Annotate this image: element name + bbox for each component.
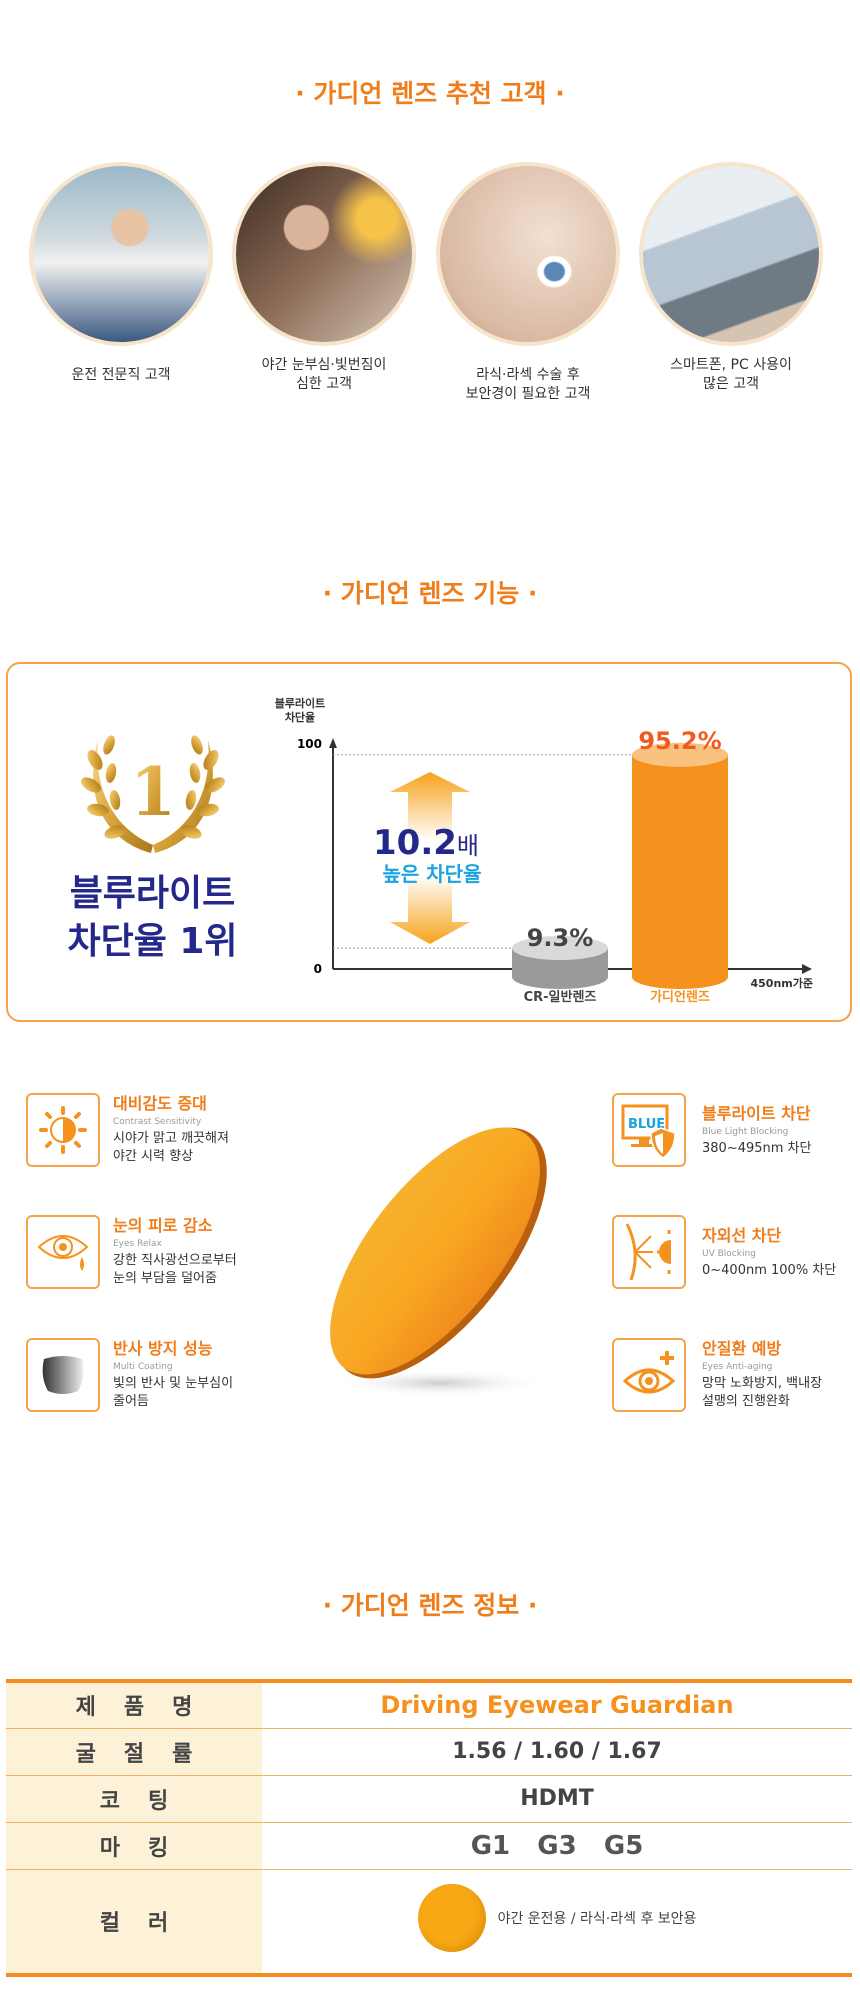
category-label: 가디언렌즈 [650,989,710,1005]
feature-subtitle: Contrast Sensitivity [113,1117,202,1127]
row-label: 컬러 [6,1869,262,1975]
customer-label: 스마트폰, PC 사용이 많은 고객 [670,357,792,392]
feature-desc: 380~495nm 차단 [702,1141,812,1156]
y-tick-0: 0 [314,962,322,976]
row-label: 코팅 [6,1775,262,1823]
blue-light-chart-panel [6,662,852,1022]
feature-subtitle: Eyes Relax [113,1239,162,1249]
table-row: 마킹 G1 G3 G5 [6,1822,852,1870]
feature-title: 블루라이트 차단 [702,1104,811,1123]
feature-desc: 줄어듬 [113,1394,149,1409]
product-name: Driving Eyewear Guardian [262,1681,852,1729]
ratio-caption: 높은 차단율 [383,862,482,886]
customer-label: 야간 눈부심·빛번짐이 심한 고객 [261,357,387,392]
row-label: 굴절률 [6,1728,262,1776]
award-line1: 블루라이트 [69,873,236,914]
x-axis-arrow [802,964,812,974]
refractive-index: 1.56 / 1.60 / 1.67 [262,1728,852,1776]
award-headline: 블루라이트 차단율 1위 [40,870,265,966]
color-description: 야간 운전용 / 라식·라섹 후 보안용 [497,1911,697,1928]
table-row: 컬러 야간 운전용 / 라식·라섹 후 보안용 [6,1869,852,1975]
bar-top [632,742,728,767]
section-title-recommended: · 가디언 렌즈 추천 고객 · [295,79,565,108]
table-row: 제품명 Driving Eyewear Guardian [6,1681,852,1729]
eye-tear-icon [26,1215,100,1289]
customer-label: 운전 전문직 고객 [71,367,171,383]
coating: HDMT [262,1775,852,1823]
feature-title: 자외선 차단 [702,1226,782,1245]
table-row: 코팅 HDMT [6,1775,852,1823]
double-arrow-icon [390,772,470,944]
feature-contrast: 대비감도 증대 Contrast Sensitivity 시야가 맑고 깨끗해져… [113,1090,293,1166]
feature-subtitle: Eyes Anti-aging [702,1362,773,1372]
y-axis-arrow [329,738,337,748]
marking: G1 G3 G5 [262,1822,852,1870]
y-tick-100: 100 [297,737,322,751]
feature-subtitle: UV Blocking [702,1249,756,1259]
color-cell: 야간 운전용 / 라식·라섹 후 보안용 [262,1869,852,1975]
laurel-award-icon: 1 [81,733,228,853]
uv-sun-icon [612,1215,686,1289]
x-axis-label: 450nm가준 [751,976,814,990]
feature-desc: 망막 노화방지, 백내장 [702,1376,823,1391]
bus-driver-photo [29,162,213,346]
feature-desc: 눈의 부담을 덜어줌 [113,1271,217,1286]
y-axis-label-line1: 블루라이트 [275,696,326,710]
feature-eyes-relax: 눈의 피로 감소 Eyes Relax 강한 직사광선으로부터 눈의 부담을 덜… [113,1212,293,1288]
row-label: 제품명 [6,1681,262,1729]
eye-closeup-photo [436,162,620,346]
feature-title: 안질환 예방 [702,1339,782,1358]
feature-desc: 강한 직사광선으로부터 [113,1253,237,1268]
section-title-info: · 가디언 렌즈 정보 · [322,1591,538,1620]
customer-label: 라식·라섹 수술 후 보안경이 필요한 고객 [465,367,591,402]
ratio-value: 10.2배 [373,823,479,863]
feature-multi-coating: 반사 방지 성능 Multi Coating 빛의 반사 및 눈부심이 줄어듬 [113,1335,293,1411]
feature-title: 반사 방지 성능 [113,1339,213,1358]
y-axis-label-line2: 차단율 [285,710,315,724]
feature-subtitle: Multi Coating [113,1362,173,1372]
bar [632,754,728,977]
feature-desc: 시야가 맑고 깨끗해져 [113,1131,229,1146]
bar-top [512,936,608,961]
feature-desc: 0~400nm 100% 차단 [702,1263,837,1278]
feature-title: 대비감도 증대 [113,1094,207,1113]
feature-title: 눈의 피로 감소 [113,1216,213,1235]
section-title-features: · 가디언 렌즈 기능 · [322,579,538,608]
data-label: 9.3% [527,924,594,952]
blue-monitor-shield-icon: BLUE [612,1093,686,1167]
laptop-phone-photo [639,162,823,346]
bar-base [512,965,608,989]
row-label: 마킹 [6,1822,262,1870]
feature-uv: 자외선 차단 UV Blocking 0~400nm 100% 차단 [702,1222,860,1280]
feature-desc: 설맹의 진행완화 [702,1394,790,1409]
color-swatch [417,1884,486,1953]
data-label: 95.2% [638,727,721,755]
reference-lines [333,754,632,949]
guardian-lens-image [330,1127,550,1397]
svg-text:1: 1 [130,753,176,831]
eye-plus-icon [612,1338,686,1412]
feature-desc: 빛의 반사 및 눈부심이 [113,1376,234,1391]
feature-blue-light: 블루라이트 차단 Blue Light Blocking 380~495nm 차… [702,1100,860,1158]
night-driver-photo [232,162,416,346]
table-row: 굴절률 1.56 / 1.60 / 1.67 [6,1728,852,1776]
product-info-table: 제품명 Driving Eyewear Guardian 굴절률 1.56 / 1.… [6,1679,852,1977]
feature-desc: 야간 시력 향상 [113,1149,194,1164]
sun-contrast-icon [26,1093,100,1167]
bar-base [632,965,728,989]
feature-subtitle: Blue Light Blocking [702,1127,789,1137]
svg-text:BLUE: BLUE [628,1117,665,1132]
category-label: CR-일반렌즈 [524,989,597,1005]
lens-coating-icon [26,1338,100,1412]
blue-light-blocking-chart: 블루라이트 차단율 100 0 450nm가준 10.2배 높은 차단율 9.3… [275,696,814,1005]
award-line2: 차단율 1위 [67,921,238,962]
feature-anti-aging: 안질환 예방 Eyes Anti-aging 망막 노화방지, 백내장 설맹의 … [702,1335,860,1411]
